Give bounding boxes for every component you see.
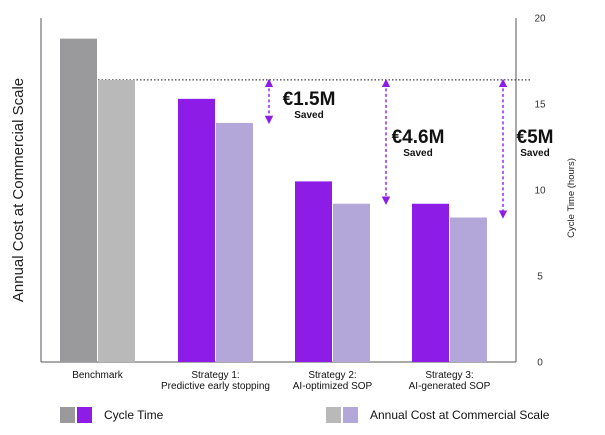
legend-label-1: Annual Cost at Commercial Scale: [370, 408, 550, 422]
category-label-1-1: Predictive early stopping: [161, 381, 270, 392]
category-labels: Benchmark Strategy 1:Predictive early sto…: [72, 370, 490, 392]
savings-note-2: Saved: [520, 148, 549, 159]
category-label-3-1: AI-generated SOP: [409, 381, 491, 392]
bar-annual-cost-0: [98, 79, 135, 363]
legend: Cycle Time Annual Cost at Commercial Scal…: [60, 407, 550, 423]
savings-amount-1: €4.6M: [392, 127, 445, 148]
right-tick-4: 20: [534, 14, 546, 25]
savings-note-1: Saved: [403, 148, 432, 159]
right-tick-0: 0: [537, 358, 543, 369]
right-axis-ticks: 0 5 10 15 20: [534, 14, 546, 369]
category-label-3-0: Strategy 3:: [425, 370, 473, 381]
category-label-2-0: Strategy 2:: [308, 370, 356, 381]
category-label-2-1: AI-optimized SOP: [293, 381, 373, 392]
category-label-1-0: Strategy 1:: [191, 370, 239, 381]
legend-label-0: Cycle Time: [104, 408, 164, 422]
legend-swatch-0-a: [60, 407, 75, 423]
bars: [60, 38, 487, 363]
bar-cycle-time-0: [60, 38, 97, 362]
bar-annual-cost-2: [333, 203, 370, 362]
right-tick-3: 15: [534, 100, 546, 111]
savings-amount-2: €5M: [517, 127, 554, 148]
bar-cycle-time-1: [178, 98, 215, 362]
savings-amount-0: €1.5M: [283, 89, 336, 110]
category-label-0-0: Benchmark: [72, 370, 124, 381]
bar-annual-cost-1: [216, 122, 253, 362]
bar-annual-cost-3: [450, 217, 487, 362]
savings-note-0: Saved: [294, 110, 323, 121]
right-tick-1: 5: [537, 272, 543, 283]
right-tick-2: 10: [534, 186, 546, 197]
legend-swatch-1-b: [343, 407, 358, 423]
left-axis-label: Annual Cost at Commercial Scale: [10, 78, 27, 302]
right-axis-label: Cycle Time (hours): [566, 158, 577, 238]
bar-cycle-time-2: [295, 181, 332, 362]
legend-swatch-1-a: [326, 407, 341, 423]
bar-cycle-time-3: [412, 203, 449, 362]
legend-swatch-0-b: [77, 407, 92, 423]
